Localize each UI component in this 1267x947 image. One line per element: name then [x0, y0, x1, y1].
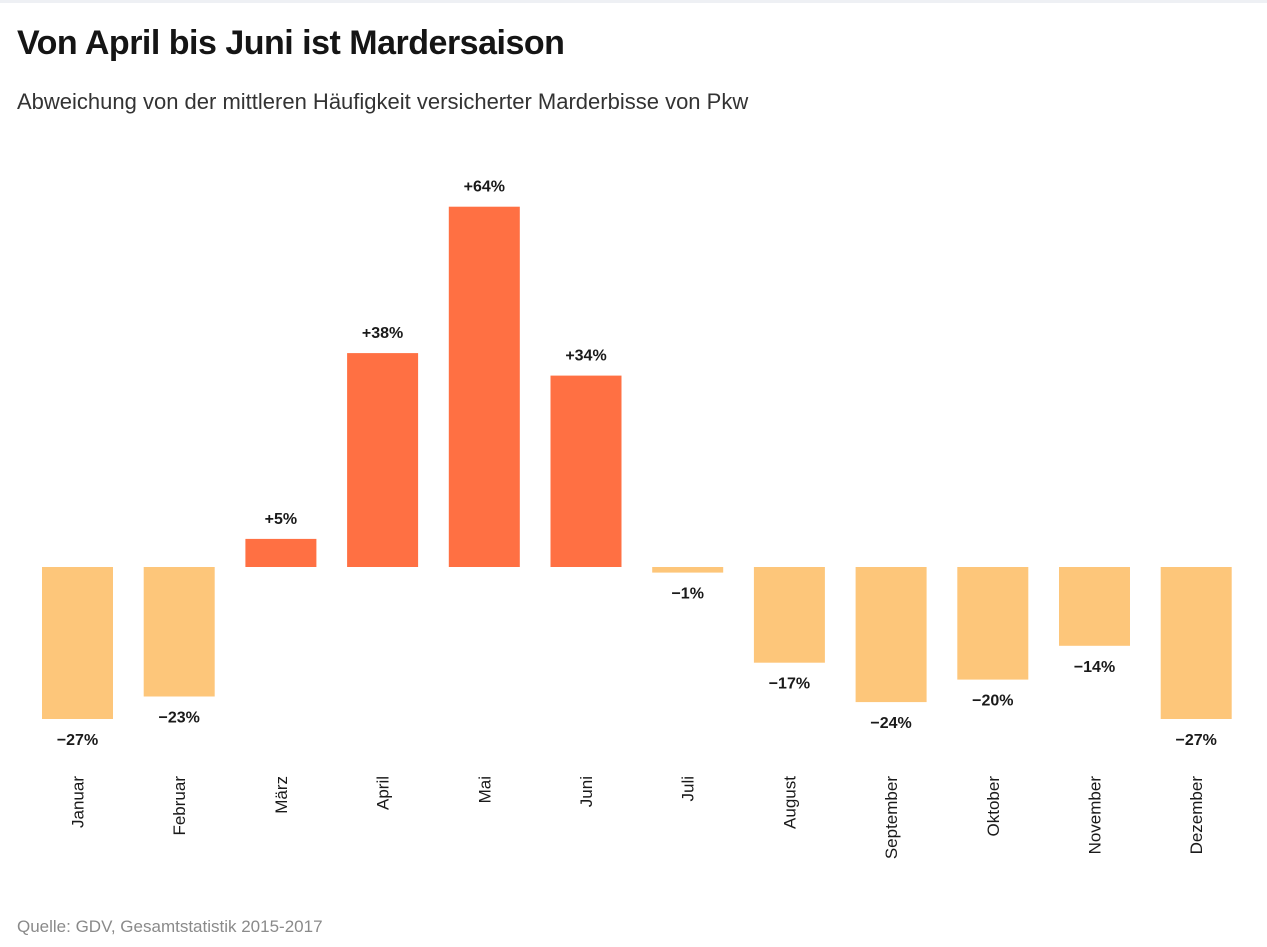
bar-september [855, 567, 927, 703]
category-label: Mai [475, 776, 494, 803]
chart-title: Von April bis Juni ist Mardersaison [17, 24, 565, 62]
value-label: −27% [57, 732, 98, 749]
bar-januar [42, 567, 113, 719]
category-labels-group: Januar Februar März April Mai Juni Juli August S… [69, 776, 1207, 860]
bar-chart: −27% −23% +5% +38% +64% +34% −1% −17% −24% −20% −1… [42, 179, 1232, 860]
value-label: +34% [565, 348, 606, 365]
top-border [0, 0, 1267, 3]
category-label: Februar [170, 776, 189, 836]
bar-oktober [957, 567, 1029, 680]
category-label: September [882, 776, 901, 859]
bar-februar [143, 567, 215, 697]
value-labels-group: −27% −23% +5% +38% +64% +34% −1% −17% −24% −20% −1… [57, 179, 1217, 749]
category-label: März [272, 776, 291, 814]
category-label: Dezember [1187, 776, 1206, 855]
value-label: −1% [671, 586, 703, 603]
value-label: −17% [769, 676, 810, 693]
bar-juni [550, 375, 622, 567]
value-label: −23% [159, 710, 200, 727]
category-label: November [1086, 776, 1105, 855]
chart-subtitle: Abweichung von der mittleren Häufigkeit … [17, 89, 749, 114]
bars-group [42, 206, 1232, 719]
value-label: −14% [1074, 659, 1115, 676]
bar-august [753, 567, 825, 663]
category-label: Juli [679, 776, 698, 802]
value-label: −20% [972, 693, 1013, 710]
category-label: Januar [69, 776, 88, 828]
category-label: April [374, 776, 393, 810]
value-label: −24% [870, 715, 911, 732]
bar-dezember [1160, 567, 1232, 719]
value-label: +38% [362, 325, 403, 342]
value-label: −27% [1176, 732, 1217, 749]
bar-april [347, 353, 419, 567]
value-label: +5% [265, 511, 297, 528]
category-label: Juni [577, 776, 596, 807]
category-label: August [780, 776, 799, 829]
bar-november [1059, 567, 1130, 646]
bar-juli [652, 567, 724, 573]
category-label: Oktober [984, 776, 1003, 837]
value-label: +64% [464, 179, 505, 196]
source-note: Quelle: GDV, Gesamtstatistik 2015-2017 [17, 917, 323, 936]
bar-mai [448, 206, 520, 567]
bar-m-rz [245, 538, 317, 567]
